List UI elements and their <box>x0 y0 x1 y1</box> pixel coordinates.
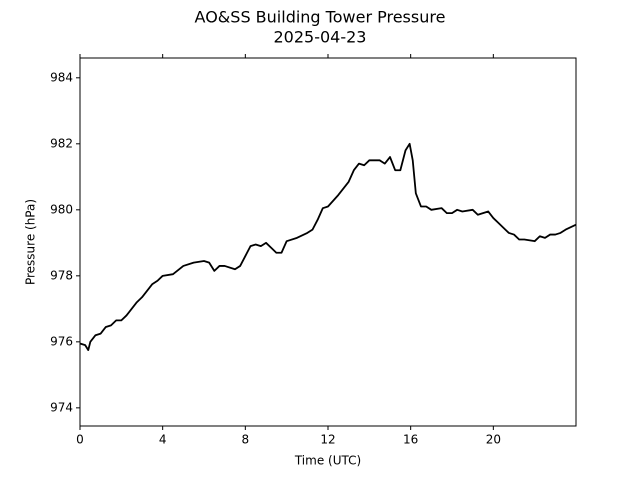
line <box>79 142 577 351</box>
y-tick-label: 984 <box>50 70 73 84</box>
chart-title: AO&SS Building Tower Pressure <box>195 8 446 27</box>
y-tick-label: 980 <box>50 202 73 216</box>
x-tick-label: 0 <box>76 433 84 447</box>
y-tick-label: 974 <box>50 400 73 414</box>
y-tick-label: 982 <box>50 136 73 150</box>
plot-frame <box>79 57 577 427</box>
x-axis-label: Time (UTC) <box>294 454 361 468</box>
x-tick-label: 4 <box>159 433 167 447</box>
y-tick-label: 978 <box>50 268 73 282</box>
y-tick-label: 976 <box>50 334 73 348</box>
chart-subtitle: 2025-04-23 <box>274 28 367 47</box>
x-tick-label: 8 <box>242 433 250 447</box>
x-tick-label: 12 <box>320 433 335 447</box>
y-axis-label: Pressure (hPa) <box>24 199 38 285</box>
x-tick-label: 20 <box>486 433 501 447</box>
x-tick-label: 16 <box>403 433 418 447</box>
